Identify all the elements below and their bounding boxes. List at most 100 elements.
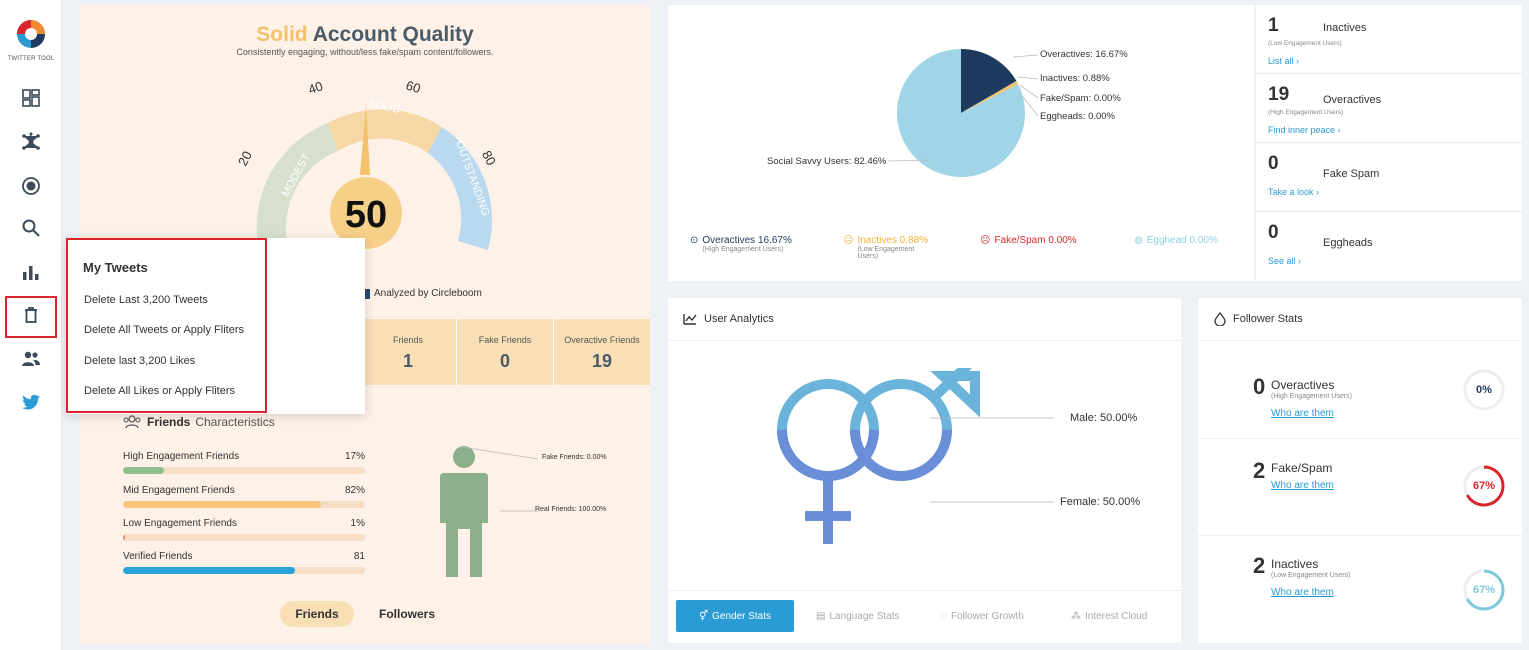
menu-delete-last-tweets[interactable]: Delete Last 3,200 Tweets <box>84 294 208 306</box>
bar-fill <box>123 567 295 574</box>
sad-face-icon: ☹ <box>843 235 854 246</box>
bar-high-engagement: High Engagement Friends 17% <box>123 451 365 474</box>
stat-friends: Friends 1 <box>392 335 423 371</box>
audience-pie-card: Overactives: 16.67% Inactives: 0.88% Fak… <box>668 5 1254 281</box>
real-friends-label: Real Friends: 100.00% <box>535 506 607 513</box>
bar-verified: Verified Friends 81 <box>123 551 365 574</box>
tab-followers[interactable]: Followers <box>378 607 435 621</box>
gender-symbol-icon <box>777 368 980 544</box>
ring-inactives: 67% <box>1462 568 1506 617</box>
progress-ring <box>1463 465 1505 507</box>
follower-drop-icon <box>1214 312 1226 326</box>
progress-ring <box>1463 569 1505 611</box>
gender-leader-lines <box>930 417 1054 503</box>
ring-track <box>1463 369 1505 411</box>
menu-delete-all-likes[interactable]: Delete All Likes or Apply Fliters <box>84 385 236 397</box>
ring-overactives: 0% <box>1462 368 1506 417</box>
tick-100: 100 <box>498 246 500 270</box>
egg-icon: ◍ <box>1134 235 1143 246</box>
tick-20: 20 <box>235 148 255 168</box>
search-icon[interactable] <box>19 216 43 240</box>
ring-fill <box>1463 569 1505 611</box>
bar-low-engagement: Low Engagement Friends 1% <box>123 518 365 541</box>
tick-40: 40 <box>306 78 325 97</box>
tab-interest-cloud[interactable]: ⁂ Interest Cloud <box>1071 610 1148 622</box>
follower-row-overactives: 0 Overactives (High Engagement Users) Wh… <box>1198 341 1522 439</box>
logo-text: TWITTER TOOL <box>7 56 55 62</box>
my-tweets-popup: My Tweets Delete Last 3,200 Tweets Delet… <box>66 238 365 414</box>
app-logo-icon[interactable] <box>15 18 47 50</box>
pie-label-overactives: Overactives: 16.67% <box>1040 49 1128 60</box>
who-are-them-link[interactable]: Who are them <box>1271 480 1334 491</box>
pie-leader-line <box>1017 76 1039 80</box>
tab-follower-growth[interactable]: ◌ Follower Growth <box>941 610 1024 622</box>
follower-stats-header: Follower Stats <box>1198 298 1522 341</box>
bar-mid-engagement: Mid Engagement Friends 82% <box>123 485 365 508</box>
analyzed-by: Analyzed by Circleboom <box>362 288 482 299</box>
tab-friends[interactable]: Friends <box>280 601 354 627</box>
target-icon[interactable] <box>19 174 43 198</box>
pie-leader-line <box>887 159 931 162</box>
trash-highlight-box <box>5 296 57 338</box>
see-all-link[interactable]: See all › <box>1268 256 1302 266</box>
interest-icon: ⁂ <box>1071 610 1081 622</box>
find-inner-peace-link[interactable]: Find inner peace › <box>1268 125 1341 135</box>
bar-chart-icon[interactable] <box>19 260 43 284</box>
female-label: Female: 50.00% <box>1060 496 1141 508</box>
side-stat-eggheads: 0 Eggheads See all › <box>1268 222 1373 266</box>
side-stat-fake-spam: 0 Fake Spam Take a look › <box>1256 143 1522 212</box>
user-analytics-tabs: ⚥ Gender Stats ▤ Language Stats ◌ Follow… <box>668 590 1181 643</box>
ring-fake-spam: 67% <box>1462 464 1506 513</box>
tab-language-stats[interactable]: ▤ Language Stats <box>816 610 900 622</box>
stat-fake-friends: Fake Friends 0 <box>456 319 553 385</box>
analytics-line-icon <box>683 314 697 325</box>
pie-label-fake: Fake/Spam: 0.00% <box>1040 93 1121 104</box>
network-icon[interactable] <box>19 130 43 154</box>
pie-slice-overactives <box>961 49 1017 113</box>
pie-label-social-savvy: Social Savvy Users: 82.46% <box>767 156 887 167</box>
gender-icon: ⚥ <box>699 610 709 622</box>
progress-ring <box>1463 369 1505 411</box>
follower-stats-card: Follower Stats 0 Overactives (High Engag… <box>1198 298 1522 643</box>
tab-gender-stats[interactable]: ⚥ Gender Stats <box>676 600 794 632</box>
quality-score: 50 <box>345 194 387 236</box>
menu-delete-all-tweets[interactable]: Delete All Tweets or Apply Fliters <box>84 324 244 336</box>
fake-friends-label: Fake Friends: 0.00% <box>542 454 607 461</box>
pie-leader-line <box>1019 92 1039 117</box>
growth-icon: ◌ <box>941 610 947 622</box>
pie-label-eggheads: Eggheads: 0.00% <box>1040 111 1116 122</box>
twitter-bird-icon[interactable] <box>19 390 43 414</box>
overactive-icon: ⊙ <box>690 235 699 246</box>
legend-fake-spam: ☹ Fake/Spam 0.00% <box>980 235 1077 246</box>
tick-60: 60 <box>404 78 422 97</box>
trash-icon[interactable] <box>19 303 43 327</box>
quality-gauge: MODEST SOLID OUTSTANDING 20 40 60 80 100… <box>235 78 500 270</box>
bar-fill <box>123 534 126 541</box>
legend-overactives: ⊙ Overactives 16.67% (High Engagement Use… <box>690 235 792 253</box>
legend-egghead: ◍ Egghead 0.00% <box>1134 235 1218 246</box>
quality-subtitle: Consistently engaging, without/less fake… <box>236 47 494 57</box>
side-stat-overactives: 19 Overactives (High Engagement Users) F… <box>1256 74 1522 143</box>
take-a-look-link[interactable]: Take a look › <box>1268 187 1320 197</box>
user-analytics-header: User Analytics <box>668 298 1181 341</box>
bar-fill <box>123 501 322 508</box>
menu-delete-last-likes[interactable]: Delete last 3,200 Likes <box>84 355 196 367</box>
who-are-them-link[interactable]: Who are them <box>1271 587 1334 598</box>
list-all-link[interactable]: List all › <box>1268 56 1300 66</box>
who-are-them-link[interactable]: Who are them <box>1271 408 1334 419</box>
popup-title: My Tweets <box>83 260 148 275</box>
sidebar: TWITTER TOOL <box>0 0 62 650</box>
pie-label-inactives: Inactives: 0.88% <box>1040 73 1110 84</box>
follower-row-fake-spam: 2 Fake/Spam Who are them 67% <box>1198 439 1522 536</box>
person-figure-icon <box>440 446 488 577</box>
stat-overactive-friends: Overactive Friends 19 <box>553 319 650 385</box>
dashboard-icon[interactable] <box>19 86 43 110</box>
users-icon[interactable] <box>19 347 43 371</box>
male-label: Male: 50.00% <box>1070 412 1138 424</box>
side-stat-inactives: 1 Inactives (Low Engagement Users) List … <box>1256 5 1522 74</box>
friends-group-icon <box>123 415 141 429</box>
follower-row-inactives: 2 Inactives (Low Engagement Users) Who a… <box>1198 536 1522 643</box>
tick-80: 80 <box>479 148 499 168</box>
pie-leader-line <box>1012 54 1039 58</box>
pie-leader-line <box>1019 84 1039 99</box>
